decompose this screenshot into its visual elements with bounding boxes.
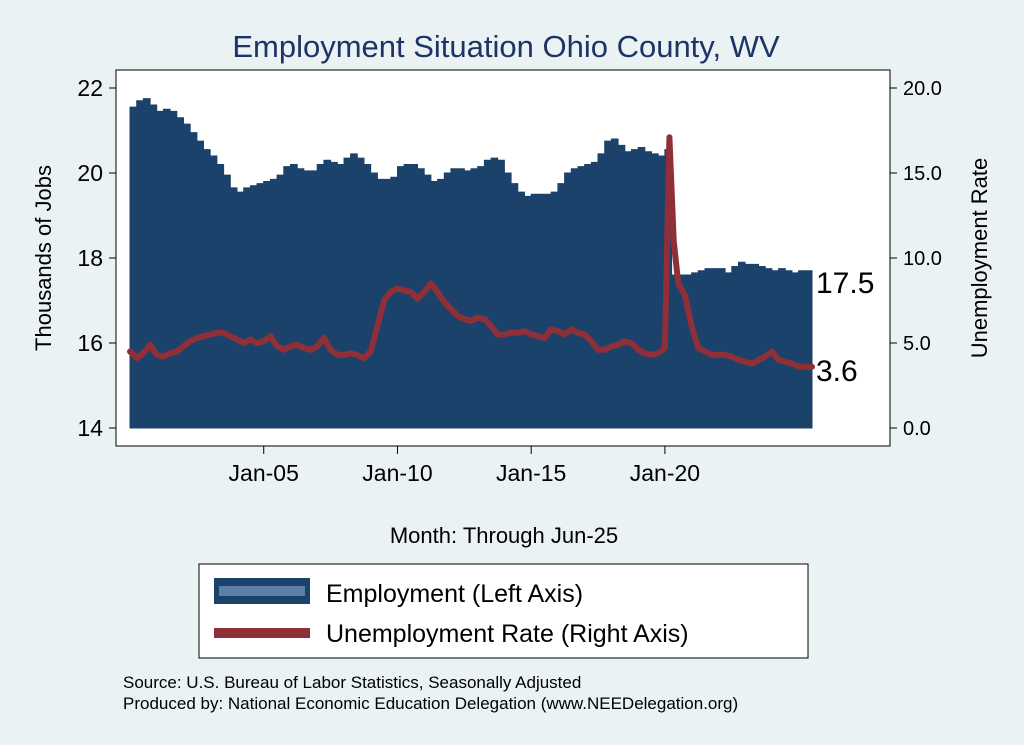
right-y-axis: 0.0 5.0 10.0 15.0 20.0 <box>890 78 942 440</box>
unemployment-line-layer <box>127 134 815 370</box>
chart-title: Employment Situation Ohio County, WV <box>232 29 780 64</box>
x-axis-title: Month: Through Jun-25 <box>390 523 618 548</box>
legend-label-unemployment: Unemployment Rate (Right Axis) <box>326 620 689 648</box>
x-tick-label: Jan-15 <box>496 460 566 486</box>
right-tick-label: 10.0 <box>903 248 942 270</box>
legend-label-employment: Employment (Left Axis) <box>326 580 583 608</box>
x-axis: Jan-05 Jan-10 Jan-15 Jan-20 <box>229 446 700 486</box>
left-axis-title: Thousands of Jobs <box>31 165 56 351</box>
right-axis-title: Unemployment Rate <box>967 158 992 359</box>
right-tick-label: 0.0 <box>903 418 931 440</box>
right-tick-label: 5.0 <box>903 333 931 355</box>
x-tick-label: Jan-20 <box>630 460 700 486</box>
source-note: Source: U.S. Bureau of Labor Statistics,… <box>123 673 581 692</box>
producer-note: Produced by: National Economic Education… <box>123 694 738 713</box>
x-tick-label: Jan-10 <box>362 460 432 486</box>
left-tick-label: 14 <box>77 415 103 441</box>
left-tick-label: 22 <box>77 75 103 101</box>
unemployment-line <box>127 134 815 370</box>
left-tick-label: 20 <box>77 160 103 186</box>
right-tick-label: 20.0 <box>903 78 942 100</box>
left-y-axis: 14 16 18 20 22 <box>77 75 116 441</box>
employment-end-label: 17.5 <box>816 267 874 300</box>
legend: Employment (Left Axis) Unemployment Rate… <box>198 563 809 659</box>
left-tick-label: 18 <box>77 245 103 271</box>
right-tick-label: 15.0 <box>903 163 942 185</box>
unemployment-end-label: 3.6 <box>816 355 858 388</box>
left-tick-label: 16 <box>77 330 103 356</box>
legend-swatch-employment-inner <box>219 586 305 596</box>
x-tick-label: Jan-05 <box>229 460 299 486</box>
